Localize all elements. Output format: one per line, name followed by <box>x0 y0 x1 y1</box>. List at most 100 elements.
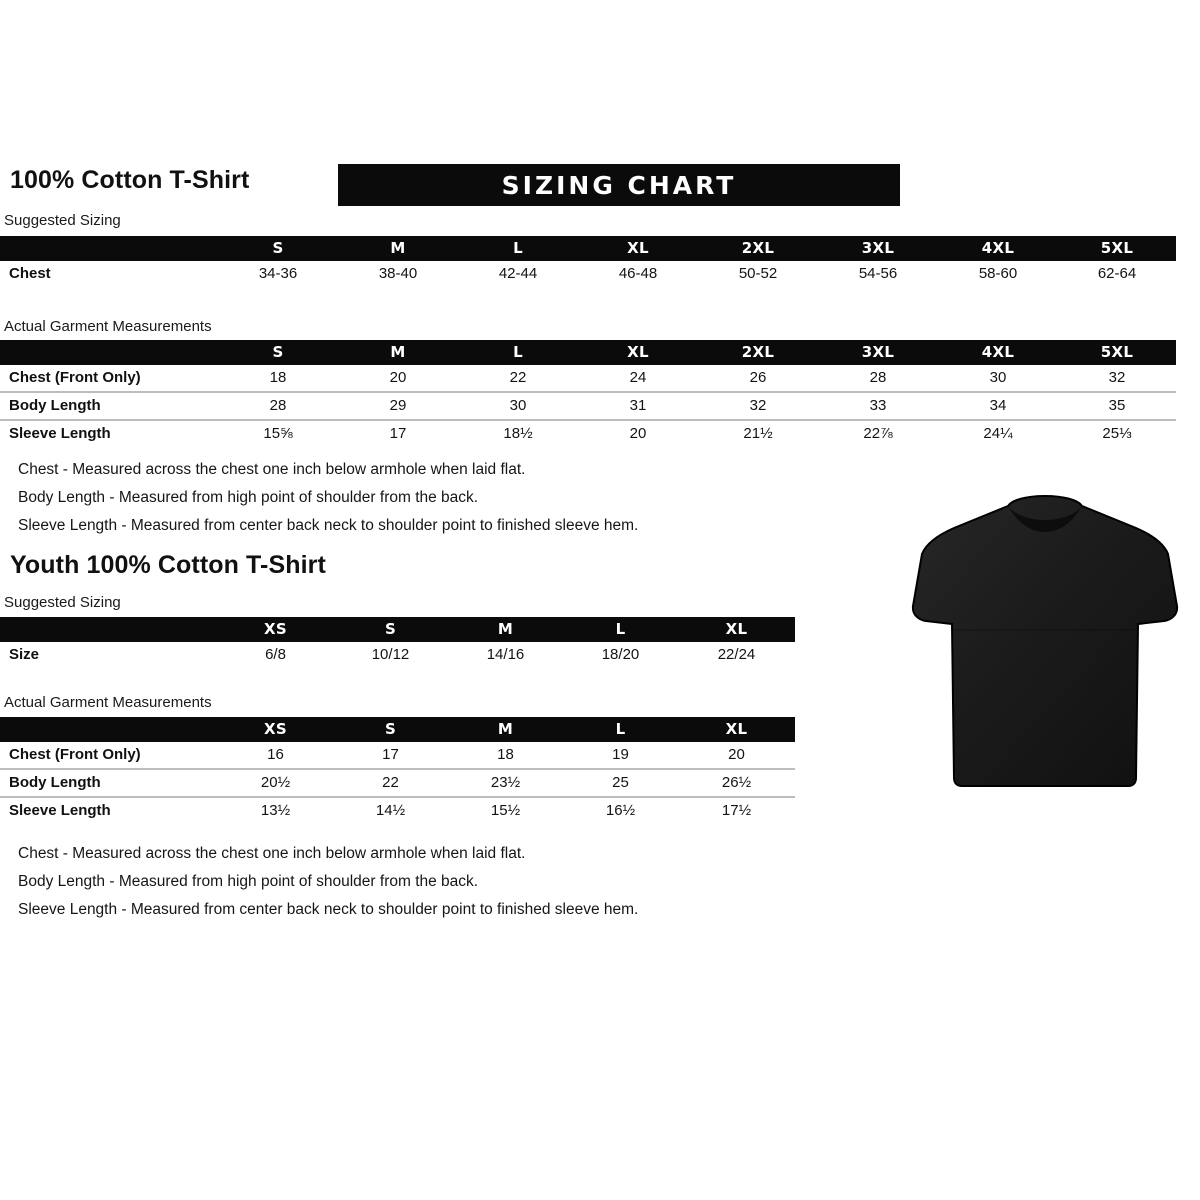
cell-sleevelength-s: 15⅝ <box>218 419 338 447</box>
cell-bodylength-xs: 20½ <box>218 768 333 797</box>
table-row: Sleeve Length 13½ 14½ 15½ 16½ 17½ <box>0 796 795 824</box>
table-header-row: S M L XL 2XL 3XL 4XL 5XL <box>0 340 1176 365</box>
cell-sleevelength-2xl: 21½ <box>698 419 818 447</box>
youth-actual-measurements-table: XS S M L XL Chest (Front Only) 16 17 18 … <box>0 717 795 824</box>
cell-chestfront-xs: 16 <box>267 746 284 763</box>
cell-bodylength-l: 25 <box>563 768 678 797</box>
cell-bodylength-s: 22 <box>333 768 448 797</box>
adult-actual-measurements-table: S M L XL 2XL 3XL 4XL 5XL Chest (Front On… <box>0 340 1176 447</box>
cell-chestfront-s: 18 <box>269 369 287 386</box>
col-header-5xl: 5XL <box>1100 343 1134 361</box>
table-row: Chest 34-36 38-40 42-44 46-48 50-52 54-5… <box>0 261 1176 287</box>
cell-chestfront-5xl: 32 <box>1108 369 1126 386</box>
cell-bodylength-s: 28 <box>218 391 338 420</box>
row-label-body-length: Body Length <box>0 391 218 420</box>
cell-sleevelength-xs: 13½ <box>218 796 333 824</box>
cell-chest-s: 34-36 <box>258 265 298 282</box>
col-header-m: M <box>390 239 406 257</box>
cell-sleevelength-l: 18½ <box>458 419 578 447</box>
adult-actual-caption: Actual Garment Measurements <box>4 318 212 335</box>
cell-sleevelength-xl: 20 <box>578 419 698 447</box>
table-corner-cell <box>0 617 218 642</box>
col-header-s: S <box>272 239 284 257</box>
table-corner-cell <box>0 340 218 365</box>
cell-chest-3xl: 54-56 <box>858 265 898 282</box>
cell-chestfront-l: 19 <box>612 746 629 763</box>
adult-suggested-sizing-table: S M L XL 2XL 3XL 4XL 5XL Chest 34-36 38-… <box>0 236 1176 287</box>
note-sleeve-length: Sleeve Length - Measured from center bac… <box>18 517 639 534</box>
row-label-sleeve-length: Sleeve Length <box>0 419 218 447</box>
table-header-row: XS S M L XL <box>0 717 795 742</box>
youth-section-heading: Youth 100% Cotton T-Shirt <box>10 551 326 579</box>
black-tshirt-icon <box>911 494 1179 787</box>
col-header-l: L <box>615 720 626 738</box>
cell-bodylength-xl: 31 <box>578 391 698 420</box>
youth-actual-caption: Actual Garment Measurements <box>4 694 212 711</box>
cell-chest-m: 38-40 <box>378 265 418 282</box>
table-corner-cell <box>0 236 218 261</box>
col-header-m: M <box>497 720 514 738</box>
col-header-m: M <box>390 343 406 361</box>
cell-sleevelength-m: 17 <box>338 419 458 447</box>
cell-chest-5xl: 62-64 <box>1097 265 1137 282</box>
table-row: Chest (Front Only) 16 17 18 19 20 <box>0 742 795 769</box>
col-header-3xl: 3XL <box>861 343 895 361</box>
cell-chestfront-3xl: 28 <box>869 369 887 386</box>
tshirt-product-image <box>900 478 1190 808</box>
youth-suggested-sizing-table: XS S M L XL Size 6/8 10/12 14/16 18/20 2… <box>0 617 795 668</box>
cell-bodylength-m: 29 <box>338 391 458 420</box>
col-header-2xl: 2XL <box>741 343 775 361</box>
cell-bodylength-2xl: 32 <box>698 391 818 420</box>
adult-suggested-caption: Suggested Sizing <box>4 212 121 229</box>
table-header-row: S M L XL 2XL 3XL 4XL 5XL <box>0 236 1176 261</box>
cell-sleevelength-l: 16½ <box>563 796 678 824</box>
cell-chestfront-4xl: 30 <box>989 369 1007 386</box>
cell-chestfront-m: 18 <box>497 746 514 763</box>
cell-sleevelength-5xl: 25⅓ <box>1058 419 1176 447</box>
cell-chestfront-m: 20 <box>389 369 407 386</box>
cell-sleevelength-m: 15½ <box>448 796 563 824</box>
cell-size-xl: 22/24 <box>717 646 756 663</box>
cell-chestfront-xl: 24 <box>629 369 647 386</box>
col-header-l: L <box>513 343 523 361</box>
col-header-xl: XL <box>725 620 748 638</box>
note-body-length: Body Length - Measured from high point o… <box>18 873 479 890</box>
col-header-s: S <box>384 620 397 638</box>
row-label-size: Size <box>9 646 40 663</box>
note-sleeve-length: Sleeve Length - Measured from center bac… <box>18 901 639 918</box>
cell-bodylength-l: 30 <box>458 391 578 420</box>
cell-sleevelength-s: 14½ <box>333 796 448 824</box>
col-header-xl: XL <box>725 720 748 738</box>
col-header-4xl: 4XL <box>981 343 1015 361</box>
cell-bodylength-xl: 26½ <box>678 768 795 797</box>
row-label-chest-front-only: Chest (Front Only) <box>9 369 141 386</box>
cell-size-s: 10/12 <box>371 646 410 663</box>
cell-bodylength-3xl: 33 <box>818 391 938 420</box>
youth-suggested-caption: Suggested Sizing <box>4 594 121 611</box>
row-label-sleeve-length: Sleeve Length <box>0 796 218 824</box>
table-row: Size 6/8 10/12 14/16 18/20 22/24 <box>0 642 795 668</box>
col-header-xl: XL <box>627 239 649 257</box>
table-row: Body Length 28 29 30 31 32 33 34 35 <box>0 391 1176 420</box>
cell-sleevelength-xl: 17½ <box>678 796 795 824</box>
col-header-5xl: 5XL <box>1100 239 1134 257</box>
table-row: Sleeve Length 15⅝ 17 18½ 20 21½ 22⅞ 24¼ … <box>0 419 1176 447</box>
cell-size-m: 14/16 <box>486 646 525 663</box>
cell-sleevelength-3xl: 22⅞ <box>818 419 938 447</box>
cell-chestfront-s: 17 <box>382 746 399 763</box>
note-body-length: Body Length - Measured from high point o… <box>18 489 479 506</box>
cell-bodylength-m: 23½ <box>448 768 563 797</box>
col-header-2xl: 2XL <box>741 239 775 257</box>
cell-sleevelength-4xl: 24¼ <box>938 419 1058 447</box>
youth-measurement-notes: Chest - Measured across the chest one in… <box>18 845 638 929</box>
col-header-m: M <box>497 620 514 638</box>
table-row: Body Length 20½ 22 23½ 25 26½ <box>0 768 795 797</box>
col-header-xs: XS <box>264 720 287 738</box>
cell-size-l: 18/20 <box>601 646 640 663</box>
sizing-chart-banner: SIZING CHART <box>338 164 900 206</box>
cell-bodylength-4xl: 34 <box>938 391 1058 420</box>
cell-chest-xl: 46-48 <box>618 265 658 282</box>
adult-section-heading: 100% Cotton T-Shirt <box>10 166 250 194</box>
row-label-body-length: Body Length <box>0 768 218 797</box>
row-label-chest: Chest <box>9 265 51 282</box>
